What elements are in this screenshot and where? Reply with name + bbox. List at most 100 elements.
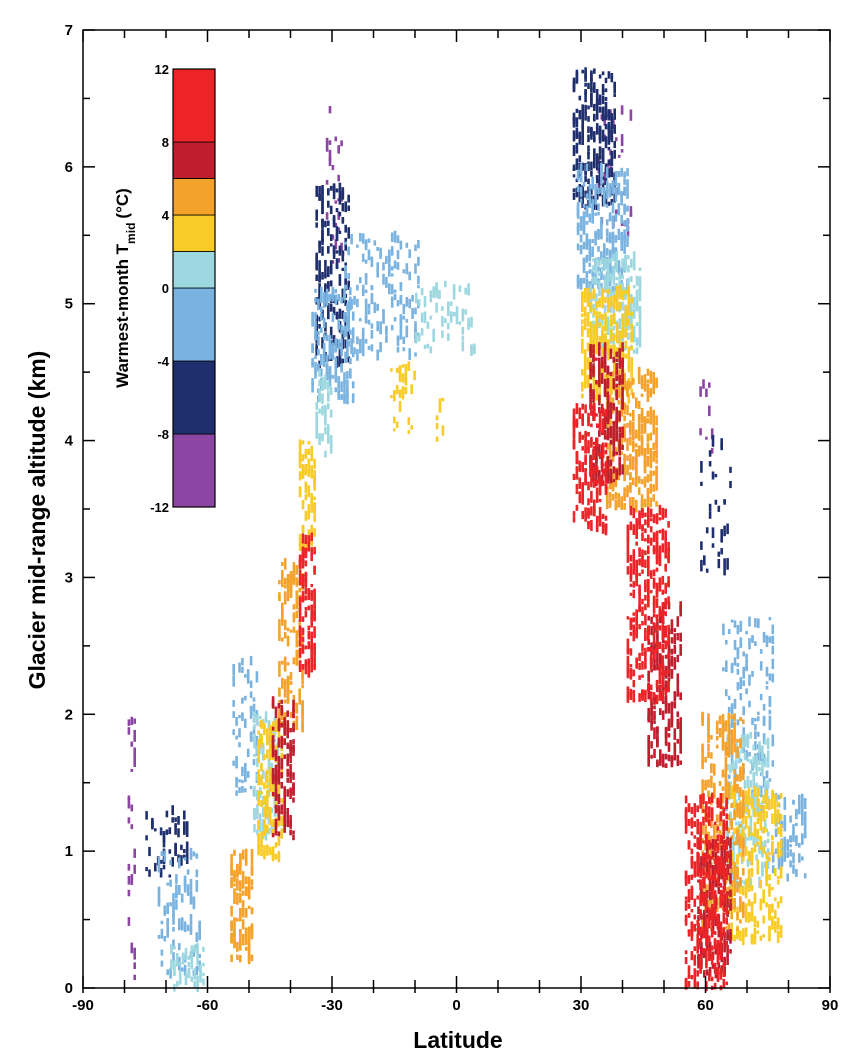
data-point bbox=[595, 357, 598, 361]
data-point bbox=[644, 627, 647, 633]
data-point bbox=[413, 370, 416, 381]
data-point bbox=[610, 155, 614, 167]
data-point bbox=[589, 336, 593, 344]
data-point bbox=[244, 946, 248, 951]
data-point bbox=[667, 718, 671, 725]
data-point bbox=[590, 161, 593, 171]
data-point bbox=[626, 616, 630, 620]
data-point bbox=[249, 706, 253, 719]
data-point bbox=[575, 483, 579, 490]
data-point bbox=[617, 384, 621, 395]
data-point bbox=[749, 780, 753, 788]
data-point bbox=[684, 950, 688, 955]
data-point bbox=[679, 733, 682, 738]
data-point bbox=[730, 737, 733, 746]
data-point bbox=[278, 628, 281, 636]
data-point bbox=[699, 386, 702, 397]
data-point bbox=[647, 738, 650, 750]
data-point bbox=[764, 780, 767, 788]
data-point bbox=[274, 793, 278, 801]
data-point bbox=[721, 772, 725, 778]
data-point bbox=[271, 846, 275, 857]
data-point bbox=[630, 335, 633, 343]
data-point bbox=[610, 199, 614, 206]
data-point bbox=[250, 865, 254, 875]
data-point bbox=[169, 879, 172, 885]
data-point bbox=[361, 348, 365, 357]
data-point bbox=[145, 867, 148, 872]
data-point bbox=[256, 717, 259, 726]
data-point bbox=[595, 112, 599, 120]
data-point bbox=[163, 909, 167, 916]
data-point bbox=[163, 935, 167, 942]
data-point bbox=[612, 356, 616, 363]
data-point bbox=[193, 944, 196, 953]
data-point bbox=[180, 967, 184, 972]
data-point bbox=[658, 674, 662, 684]
data-point bbox=[572, 145, 576, 156]
data-point bbox=[627, 255, 630, 260]
data-point bbox=[658, 612, 662, 617]
data-point bbox=[730, 664, 734, 674]
data-point bbox=[655, 598, 659, 608]
data-point bbox=[405, 318, 409, 323]
data-point bbox=[704, 756, 707, 763]
data-point bbox=[257, 777, 260, 786]
data-point bbox=[581, 434, 584, 440]
data-point bbox=[658, 691, 662, 701]
data-point bbox=[241, 933, 245, 946]
data-point bbox=[618, 378, 621, 386]
data-point bbox=[277, 718, 281, 728]
data-point bbox=[635, 609, 638, 614]
data-point bbox=[764, 824, 767, 830]
data-point bbox=[329, 409, 333, 418]
data-point bbox=[710, 752, 713, 759]
data-point bbox=[638, 267, 642, 271]
data-point bbox=[774, 868, 777, 877]
data-point bbox=[624, 328, 628, 337]
data-point bbox=[172, 906, 175, 917]
data-point bbox=[408, 348, 411, 355]
data-point bbox=[664, 536, 667, 546]
data-point bbox=[587, 145, 590, 152]
data-point bbox=[617, 171, 621, 178]
data-point bbox=[725, 660, 728, 672]
data-point bbox=[771, 916, 774, 925]
data-point bbox=[592, 258, 595, 262]
data-point bbox=[750, 913, 754, 922]
data-point bbox=[184, 977, 188, 985]
data-point bbox=[382, 310, 385, 318]
data-point bbox=[239, 909, 242, 922]
data-point bbox=[718, 839, 722, 850]
data-point bbox=[426, 325, 430, 329]
data-point bbox=[260, 837, 263, 847]
data-point bbox=[230, 954, 233, 962]
data-point bbox=[704, 884, 707, 894]
data-point bbox=[331, 260, 335, 264]
data-point bbox=[315, 257, 318, 262]
data-point bbox=[193, 980, 196, 988]
data-point bbox=[700, 930, 703, 940]
data-point bbox=[647, 625, 650, 637]
data-point bbox=[310, 453, 313, 462]
data-point bbox=[584, 404, 587, 414]
data-point bbox=[278, 633, 281, 641]
data-point bbox=[673, 644, 677, 654]
data-point bbox=[338, 355, 342, 367]
data-point bbox=[364, 273, 368, 285]
data-point bbox=[414, 307, 417, 315]
data-point bbox=[664, 563, 667, 569]
data-point bbox=[310, 662, 313, 673]
data-point bbox=[729, 889, 732, 897]
data-point bbox=[736, 834, 739, 843]
data-point bbox=[700, 856, 703, 867]
data-point bbox=[776, 801, 780, 807]
data-point bbox=[581, 403, 584, 410]
data-point bbox=[755, 765, 758, 776]
data-point bbox=[278, 580, 281, 585]
data-point bbox=[723, 851, 726, 862]
data-point bbox=[313, 652, 316, 662]
data-point bbox=[761, 745, 764, 751]
data-point bbox=[196, 956, 199, 965]
data-point bbox=[652, 692, 656, 698]
